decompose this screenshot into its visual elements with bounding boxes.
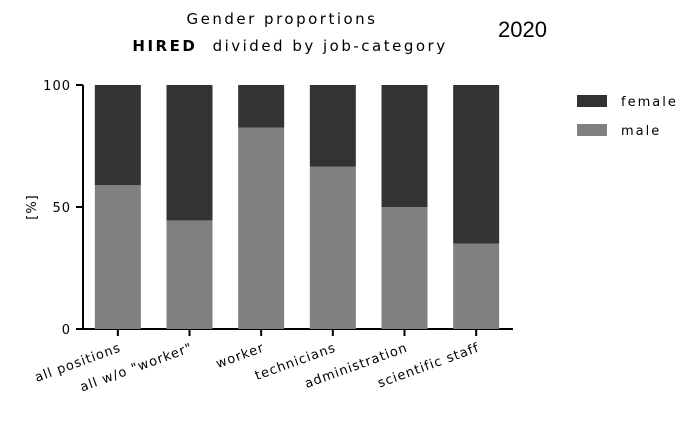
legend: female male [577,95,678,139]
chart-subtitle-bold: HIRED [132,37,197,55]
y-axis-label: [%] [25,194,40,220]
legend-swatch-male [577,124,607,136]
bar-female-5 [453,85,500,244]
chart-subtitle: HIRED divided by job-category [132,37,447,55]
bar-female-3 [309,85,356,167]
bar-male-1 [166,220,213,329]
bar-male-2 [238,127,285,329]
y-tick-label-100: 100 [43,79,71,94]
legend-label-male: male [621,124,661,139]
bar-female-4 [381,85,428,207]
year-label: 2020 [498,17,547,42]
y-tick-label-0: 0 [62,323,71,338]
legend-swatch-female [577,95,607,107]
bar-male-0 [94,185,141,329]
y-tick-label-50: 50 [52,201,71,216]
bar-female-1 [166,85,213,221]
bar-male-5 [453,243,500,329]
bar-female-2 [238,85,285,128]
legend-label-female: female [621,95,678,110]
bar-male-4 [381,207,428,329]
bar-female-0 [94,85,141,186]
chart-subtitle-rest: divided by job-category [213,37,448,55]
chart-title: Gender proportions [187,10,378,28]
bar-male-3 [309,166,356,329]
